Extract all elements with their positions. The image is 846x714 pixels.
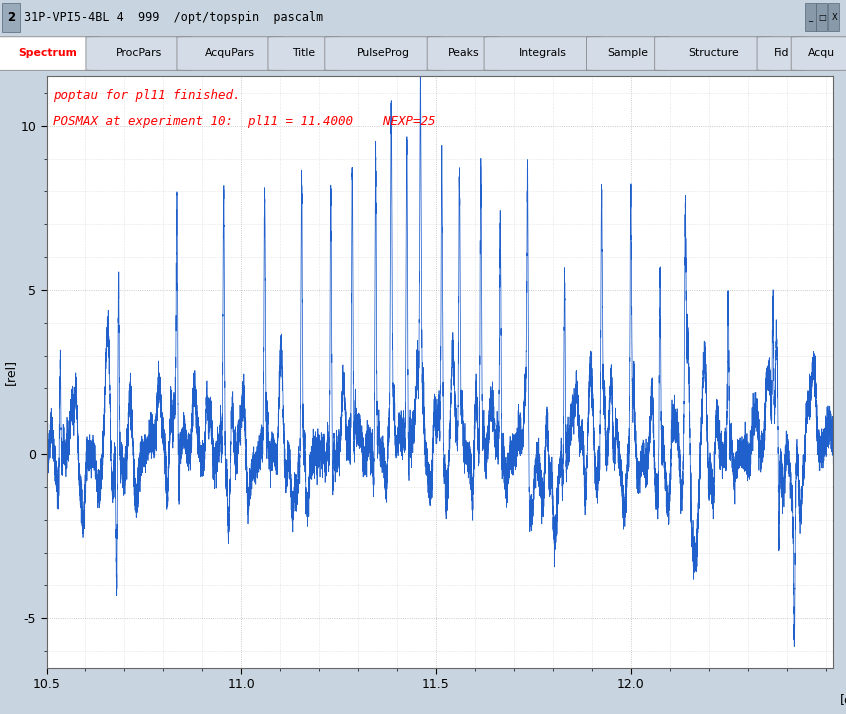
Bar <box>816 4 827 31</box>
Text: POSMAX at experiment 10:  pl11 = 11.4000    NEXP=25: POSMAX at experiment 10: pl11 = 11.4000 … <box>52 115 436 128</box>
Text: PulseProg: PulseProg <box>357 48 410 58</box>
Text: Peaks: Peaks <box>448 48 479 58</box>
FancyBboxPatch shape <box>791 36 846 70</box>
FancyBboxPatch shape <box>325 36 442 70</box>
Text: _: _ <box>808 13 813 22</box>
Text: Structure: Structure <box>688 48 739 58</box>
Bar <box>828 4 839 31</box>
Bar <box>2 3 20 32</box>
Text: poptau for pl11 finished.: poptau for pl11 finished. <box>52 89 240 102</box>
Text: [dB]: [dB] <box>840 693 846 705</box>
Y-axis label: [rel]: [rel] <box>3 359 17 385</box>
FancyBboxPatch shape <box>268 36 340 70</box>
FancyBboxPatch shape <box>586 36 670 70</box>
Text: Sample: Sample <box>607 48 649 58</box>
Text: AcquPars: AcquPars <box>205 48 255 58</box>
Text: X: X <box>832 13 837 22</box>
Text: ProcPars: ProcPars <box>116 48 162 58</box>
FancyBboxPatch shape <box>427 36 499 70</box>
FancyBboxPatch shape <box>0 36 102 70</box>
Text: 2: 2 <box>7 11 15 24</box>
FancyBboxPatch shape <box>177 36 283 70</box>
Text: Integrals: Integrals <box>519 48 567 58</box>
Bar <box>805 4 816 31</box>
Text: Acqu: Acqu <box>808 48 835 58</box>
Text: Spectrum: Spectrum <box>19 48 78 58</box>
Text: Title: Title <box>293 48 316 58</box>
FancyBboxPatch shape <box>655 36 772 70</box>
Text: □: □ <box>818 13 827 22</box>
FancyBboxPatch shape <box>757 36 806 70</box>
FancyBboxPatch shape <box>86 36 192 70</box>
Text: Fid: Fid <box>774 48 789 58</box>
FancyBboxPatch shape <box>484 36 602 70</box>
Text: 31P-VPI5-4BL 4  999  /opt/topspin  pascalm: 31P-VPI5-4BL 4 999 /opt/topspin pascalm <box>24 11 323 24</box>
